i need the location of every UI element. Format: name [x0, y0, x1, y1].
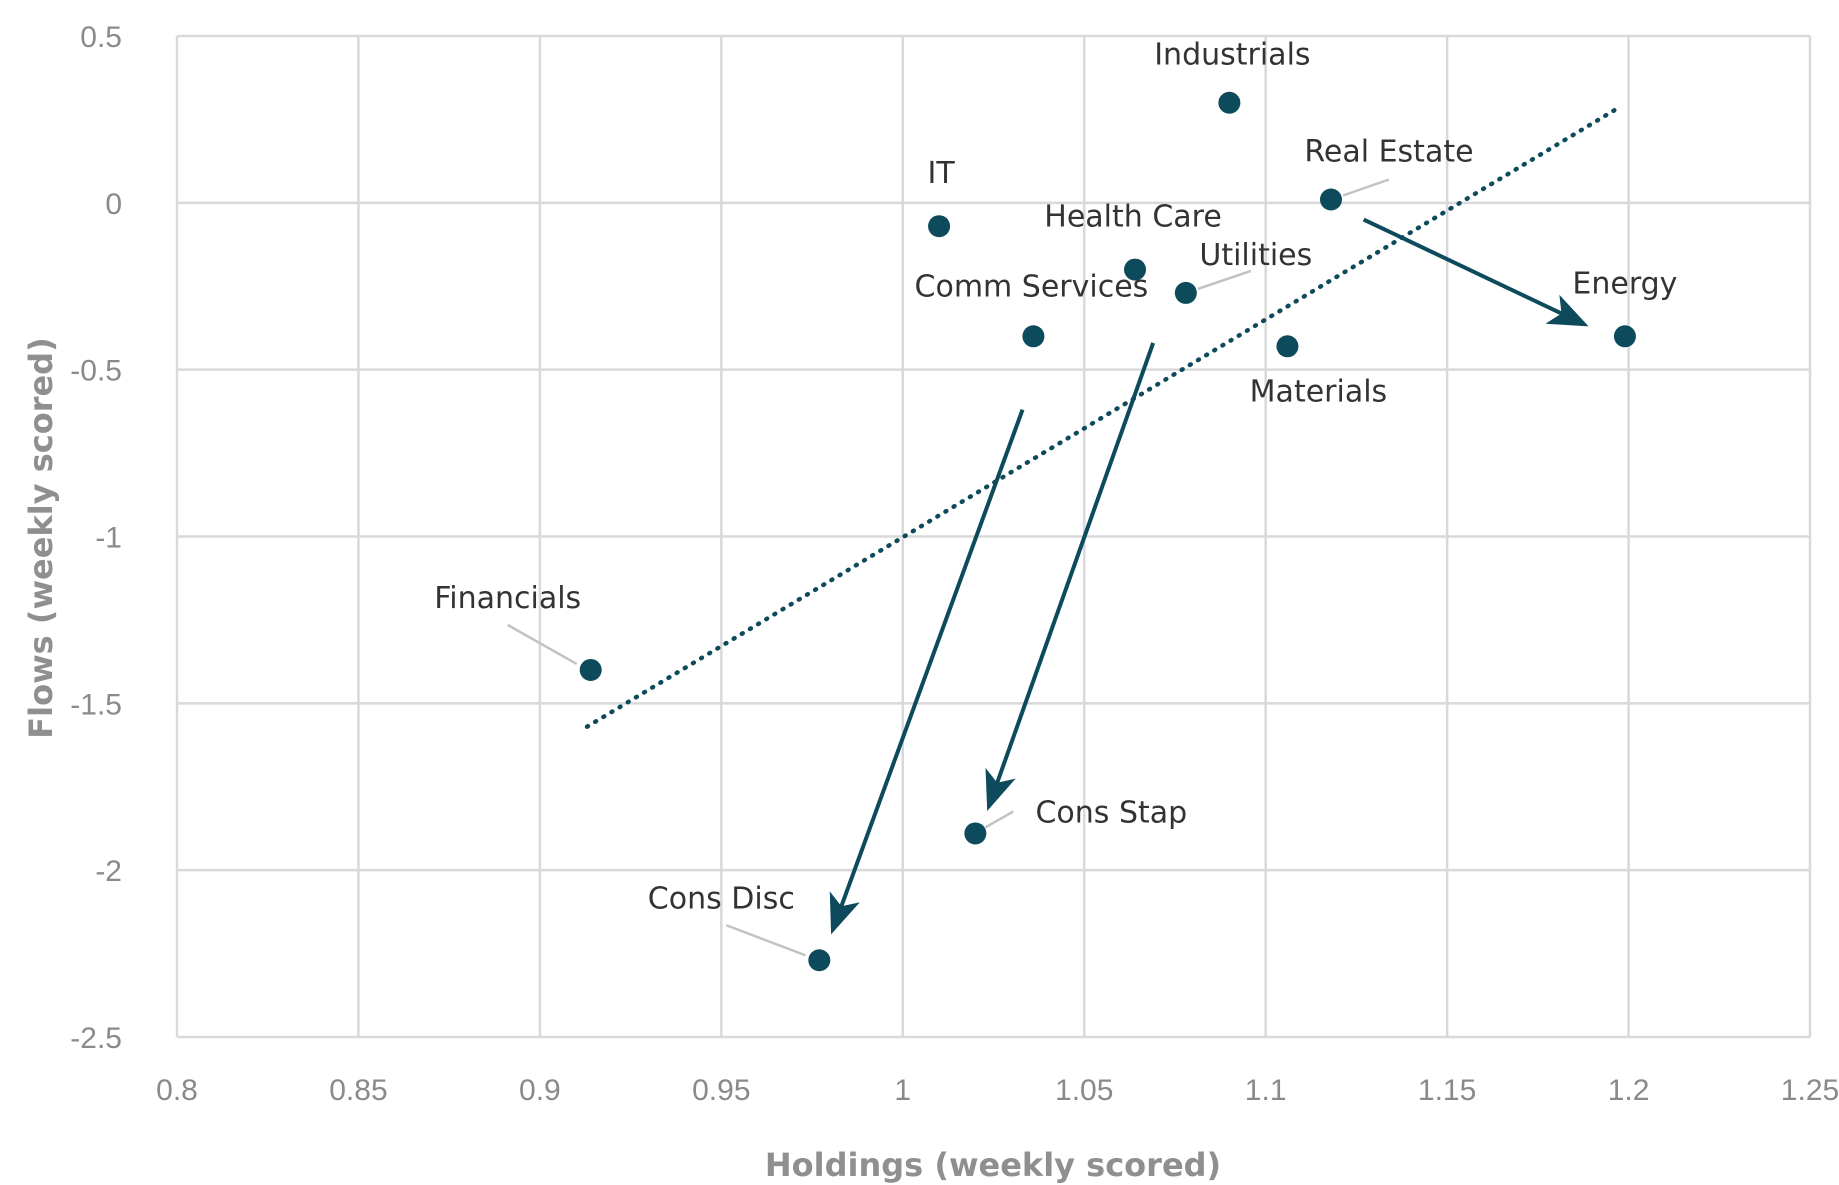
label-financials: Financials	[434, 581, 581, 616]
y-tick-label: -2.5	[70, 1022, 122, 1055]
y-axis-title: Flows (weekly scored)	[22, 337, 60, 738]
arrow	[829, 409, 1025, 935]
label-real-estate: Real Estate	[1304, 134, 1473, 169]
point-real-estate	[1319, 188, 1342, 211]
point-materials	[1276, 335, 1299, 358]
label-cons-disc: Cons Disc	[648, 881, 795, 916]
point-cons-disc	[808, 949, 831, 972]
arrow	[985, 342, 1156, 811]
x-tick-label: 0.95	[692, 1074, 750, 1107]
arrows-layer	[829, 217, 1589, 935]
label-cons-stap: Cons Stap	[1035, 795, 1187, 830]
label-materials: Materials	[1250, 374, 1388, 409]
point-labels: Industrials Real Estate IT Health CareUtili…	[434, 38, 1677, 917]
x-tick-label: 1.1	[1245, 1074, 1287, 1107]
point-it	[928, 215, 951, 238]
point-industrials	[1218, 91, 1241, 114]
y-tick-label: 0	[105, 188, 122, 221]
point-cons-stap	[964, 822, 987, 845]
label-industrials: Industrials	[1154, 38, 1310, 73]
y-tick-label: -1	[95, 522, 122, 555]
x-tick-label: 1.2	[1608, 1074, 1650, 1107]
leader-cons-disc	[725, 924, 806, 957]
label-health-care: Health Care	[1044, 200, 1222, 235]
point-financials	[579, 658, 602, 681]
y-tick-label: -0.5	[70, 355, 122, 388]
trendline-layer	[584, 103, 1624, 729]
y-tick-label: 0.5	[80, 21, 122, 54]
leader-financials	[507, 623, 578, 666]
y-tick-label: -1.5	[70, 688, 122, 721]
label-utilities: Utilities	[1199, 238, 1312, 273]
x-tick-label: 0.85	[329, 1074, 387, 1107]
y-tick-label: -2	[95, 855, 122, 888]
x-axis-title: Holdings (weekly scored)	[765, 1146, 1221, 1184]
point-health-care	[1124, 258, 1147, 281]
label-leaders	[507, 178, 1390, 957]
gridlines	[175, 34, 1812, 1039]
arrow	[1362, 217, 1589, 327]
tick-labels: 0.8 0.85 0.9 0.95 1 1.05 1.1 1.15 1.2 1.25 0.5 0 -0.…	[70, 21, 1839, 1107]
x-tick-label: 1.05	[1055, 1074, 1113, 1107]
point-utilities	[1174, 281, 1197, 304]
points-layer	[579, 91, 1636, 972]
label-it: IT	[927, 156, 955, 191]
leader-cons-stap	[984, 810, 1014, 829]
point-energy	[1613, 325, 1636, 348]
leader-utilities	[1197, 269, 1252, 291]
label-comm-services: Comm Services	[915, 269, 1149, 304]
leader-real-estate	[1342, 178, 1390, 197]
x-tick-label: 1.15	[1418, 1074, 1476, 1107]
x-tick-label: 0.9	[519, 1074, 561, 1107]
x-tick-label: 0.8	[156, 1074, 198, 1107]
label-energy: Energy	[1572, 266, 1677, 301]
x-tick-label: 1.25	[1781, 1074, 1839, 1107]
x-tick-label: 1	[894, 1074, 911, 1107]
trendline	[584, 103, 1624, 729]
point-comm-services	[1022, 325, 1045, 348]
